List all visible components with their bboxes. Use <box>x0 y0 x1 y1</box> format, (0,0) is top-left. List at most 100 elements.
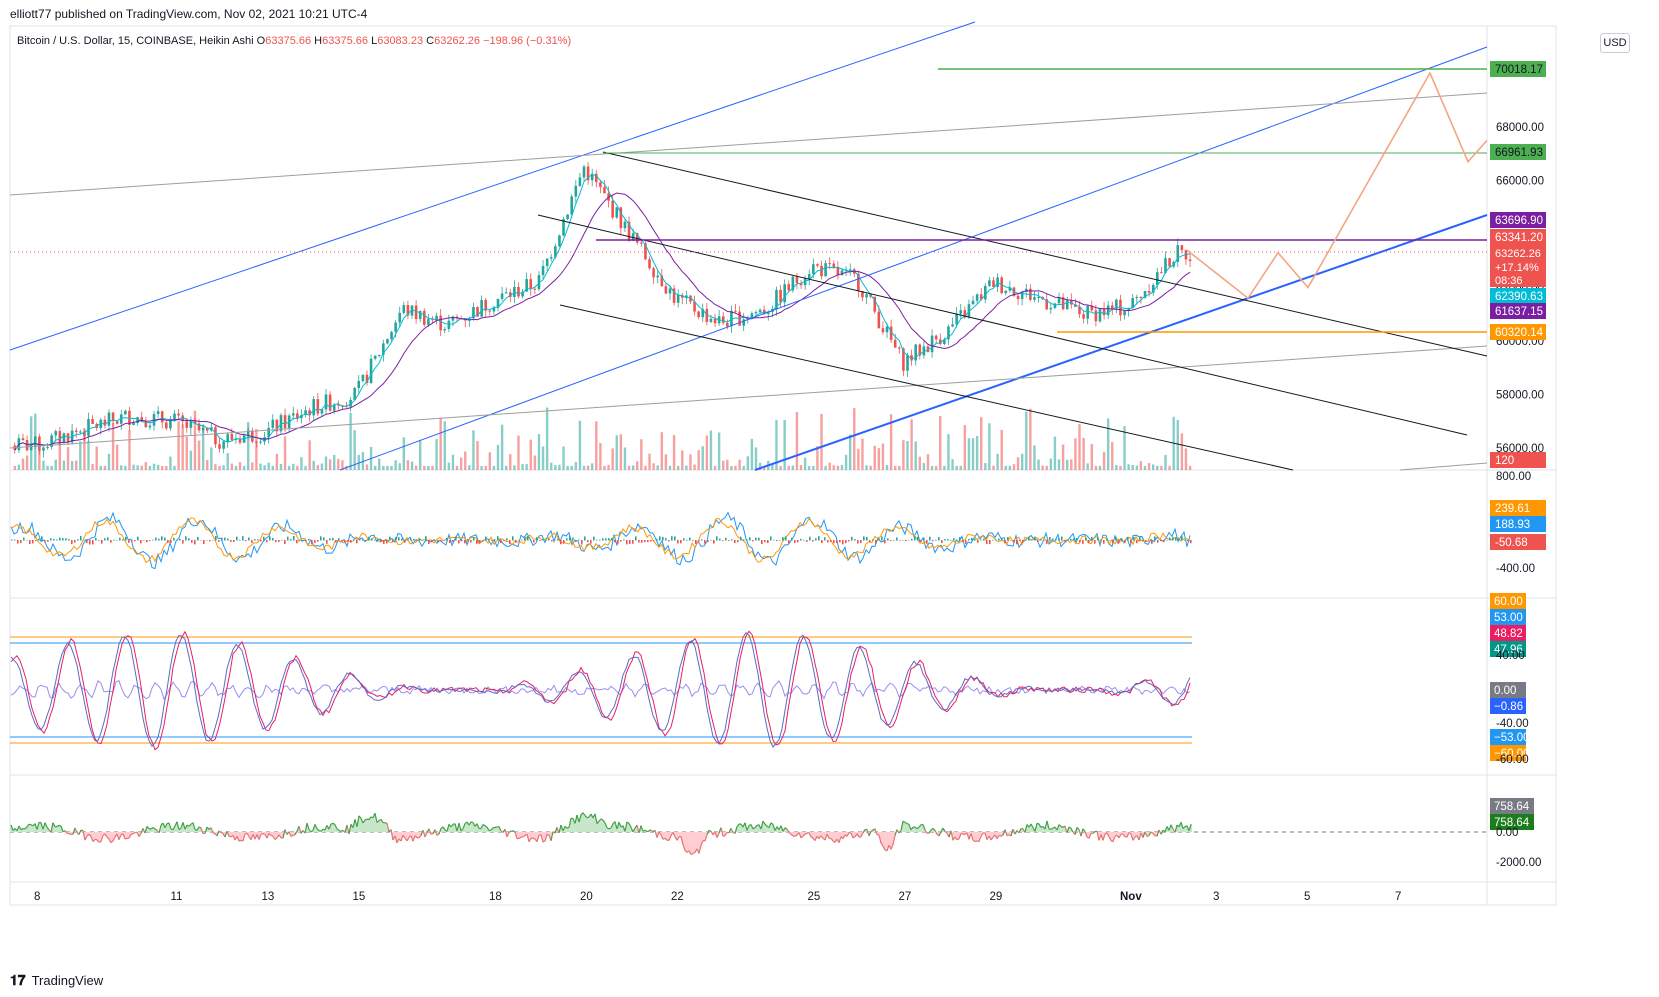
o3-line-segment <box>578 814 582 823</box>
volume-bar <box>607 464 610 470</box>
osc1-hist-bar <box>620 540 622 542</box>
osc1-hist-bar <box>398 537 400 541</box>
osc1-hist-bar <box>644 540 646 543</box>
o3-line-segment <box>358 815 362 819</box>
volume-bar <box>1029 408 1032 470</box>
osc1-hist-bar <box>854 539 856 541</box>
osc1-hist-bar <box>206 540 208 541</box>
currency-button[interactable]: USD <box>1600 33 1630 53</box>
osc1-hist-bar <box>284 540 286 544</box>
o3-line-segment <box>566 826 570 829</box>
candle-body <box>66 433 70 443</box>
price-tag-text: 120 <box>1495 455 1514 467</box>
o3-line-segment <box>284 829 288 835</box>
volume-bar <box>62 460 66 470</box>
o3-line-segment <box>1066 826 1070 833</box>
osc1-hist-bar <box>230 540 232 542</box>
osc1-hist-bar <box>1145 540 1147 542</box>
candle-body <box>758 309 762 312</box>
volume-bar <box>357 454 360 470</box>
candle-body <box>1098 308 1102 322</box>
o3-line-segment <box>998 834 1002 837</box>
x-tick-label: 22 <box>671 891 684 903</box>
o2-noise-line <box>10 679 1191 701</box>
volume-bar <box>451 454 455 470</box>
candle-body <box>558 235 561 247</box>
volume-bar <box>640 439 643 470</box>
o3-line-segment <box>88 833 92 837</box>
o3-line-segment <box>752 826 756 830</box>
x-tick-label: 29 <box>990 891 1003 903</box>
candle-body <box>1156 272 1159 285</box>
o2-value-tag <box>1490 682 1526 698</box>
osc1-hist-bar <box>425 536 427 541</box>
forecast-path-line <box>1186 71 1488 300</box>
osc1-hist-bar <box>812 540 814 542</box>
osc1-hist-bar <box>476 540 478 544</box>
volume-bar <box>42 460 45 470</box>
x-tick-label: Nov <box>1120 891 1142 903</box>
osc1-hist-bar <box>314 540 316 544</box>
o3-line-segment <box>576 814 580 823</box>
o2-stoch-k-line <box>10 630 1191 751</box>
candle-body <box>414 305 418 320</box>
volume-bar <box>550 462 553 470</box>
candle-body <box>590 173 594 181</box>
osc1-hist-bar <box>332 537 334 541</box>
o3-line-segment <box>624 821 628 832</box>
o3-line-segment <box>116 833 120 840</box>
volume-bar <box>165 465 168 470</box>
volume-bar <box>468 465 471 470</box>
osc1-hist-bar <box>1154 536 1156 541</box>
o3-line-segment <box>164 823 168 829</box>
o3-line-segment <box>62 830 66 833</box>
o3-line-segment <box>760 821 764 830</box>
o3-line-segment <box>394 835 398 843</box>
osc1-hist-bar <box>287 536 289 541</box>
candle-body <box>1037 296 1040 298</box>
volume-bar <box>820 413 823 470</box>
osc1-hist-bar <box>209 540 211 542</box>
candle-body <box>283 415 287 428</box>
candle-body <box>541 265 545 276</box>
o3-line-segment <box>324 825 328 831</box>
o2-value-text: 53.00 <box>1494 612 1523 624</box>
candle-body <box>165 422 168 429</box>
osc1-hist-bar <box>827 540 829 543</box>
o3-line-segment <box>508 830 512 833</box>
osc1-hist-bar <box>857 540 859 544</box>
osc1-hist-bar <box>575 540 577 542</box>
o3-line-segment <box>172 825 176 831</box>
volume-bar <box>562 446 565 470</box>
candle-body <box>480 299 483 317</box>
o3-line-segment <box>932 827 936 831</box>
o3-line-segment <box>748 824 752 827</box>
o3-line-segment <box>984 832 988 840</box>
o3-line-segment <box>916 826 920 830</box>
o3-line-segment <box>934 830 938 835</box>
volume-bar <box>156 464 160 470</box>
osc1-hist-bar <box>134 540 136 542</box>
o3-line-segment <box>1146 835 1150 838</box>
volume-bar <box>124 465 127 470</box>
o3-line-segment <box>146 826 150 829</box>
osc1-hist-bar <box>824 537 826 541</box>
y-tick-label: 58000.00 <box>1496 390 1544 402</box>
o3-line-segment <box>630 826 634 833</box>
osc1-hist-bar <box>1082 540 1084 544</box>
volume-bar <box>603 465 606 470</box>
osc1-hist-bar <box>1139 536 1141 541</box>
candle-body <box>156 411 160 415</box>
volume-bar <box>775 419 778 470</box>
o3-line-segment <box>304 823 308 834</box>
volume-bar <box>402 437 406 470</box>
osc1-hist-bar <box>911 538 913 541</box>
volume-bar <box>275 453 279 470</box>
osc1-hist-bar <box>977 540 979 543</box>
osc1-hist-bar <box>602 538 604 541</box>
o3-line-segment <box>1046 820 1050 830</box>
candle-body <box>382 343 385 355</box>
publish-header: elliott77 published on TradingView.com, … <box>0 0 1659 26</box>
o2-value-tag <box>1490 593 1526 609</box>
